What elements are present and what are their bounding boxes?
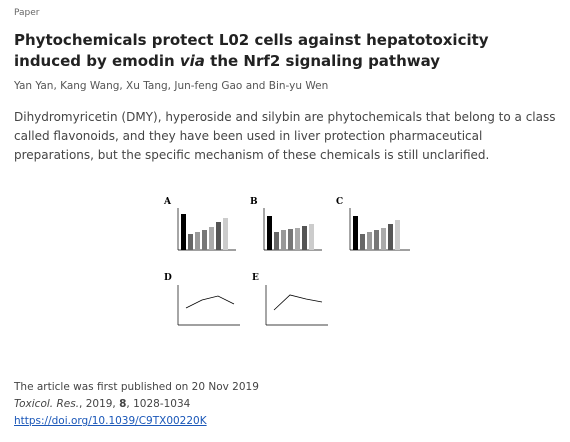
panel-letter: A [163, 197, 172, 207]
doi-line: https://doi.org/10.1039/C9TX00220K [14, 415, 207, 427]
journal: Toxicol. Res. [14, 398, 80, 410]
authors: Yan Yan, Kang Wang, Xu Tang, Jun-feng Ga… [14, 80, 329, 92]
title-text: the Nrf2 signaling pathway [204, 52, 441, 70]
doi-link[interactable]: https://doi.org/10.1039/C9TX00220K [14, 415, 207, 427]
published-date: The article was first published on 20 No… [14, 381, 259, 393]
panel-c: C [336, 197, 410, 251]
panel-b: B [250, 197, 322, 251]
title-text: Phytochemicals protect L02 cells against… [14, 31, 489, 70]
panel-letter: D [164, 273, 172, 283]
year: , 2019, [79, 398, 120, 410]
panel-a: A [163, 197, 236, 251]
panel-letter: C [336, 197, 343, 207]
panel-d: D [164, 273, 240, 326]
panel-e: E [252, 273, 328, 326]
panel-letter: B [250, 197, 258, 207]
abstract: Dihydromyricetin (DMY), hyperoside and s… [14, 110, 556, 162]
figure: A B C D E [163, 197, 410, 326]
panel-letter: E [252, 273, 259, 283]
pages: , 1028-1034 [126, 398, 191, 410]
volume: 8 [119, 398, 127, 410]
article-title: Phytochemicals protect L02 cells against… [14, 30, 559, 72]
title-italic: via [179, 52, 205, 70]
article-type: Paper [14, 8, 40, 18]
citation: Toxicol. Res., 2019, 8, 1028-1034 [14, 398, 190, 410]
